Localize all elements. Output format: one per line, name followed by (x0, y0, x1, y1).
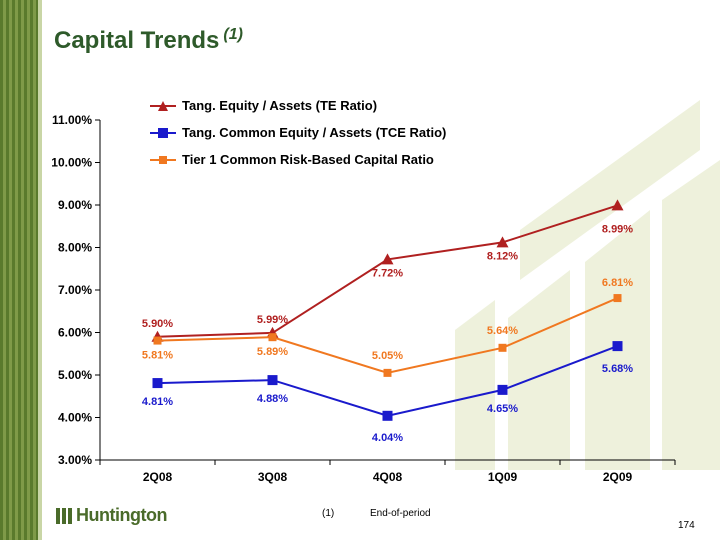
chart-series: 5.90% 5.99% 7.72% 8.12% 8.99% 4.81% 4.88% 4.04%… (142, 199, 633, 444)
y-tick-label: 6.00% (58, 326, 92, 340)
x-tick-label: 2Q09 (603, 470, 633, 484)
y-tick-label: 10.00% (51, 156, 92, 170)
data-point-square (268, 333, 277, 342)
x-tick-label: 2Q08 (143, 470, 173, 484)
data-point-square (613, 294, 622, 303)
legend-item-tce-ratio: Tang. Common Equity / Assets (TCE Ratio) (150, 124, 446, 151)
y-tick-label: 4.00% (58, 411, 92, 425)
data-label: 7.72% (372, 267, 403, 279)
data-point-square (382, 410, 393, 421)
data-label: 5.89% (257, 346, 288, 358)
sidebar-stripe (0, 0, 38, 540)
triangle-marker-icon (158, 101, 168, 111)
title-superscript: (1) (223, 26, 243, 43)
huntington-logo-icon (56, 507, 72, 524)
data-label: 4.04% (372, 432, 403, 444)
y-tick-label: 11.00% (52, 113, 92, 127)
data-label: 5.64% (487, 325, 518, 337)
legend-label: Tier 1 Common Risk-Based Capital Ratio (182, 152, 434, 167)
data-point-square (383, 368, 392, 377)
huntington-logo: Huntington (56, 505, 167, 526)
legend-label: Tang. Equity / Assets (TE Ratio) (182, 98, 378, 113)
data-point-square (612, 341, 623, 352)
page-number: 174 (678, 520, 695, 531)
legend-item-te-ratio: Tang. Equity / Assets (TE Ratio) (150, 97, 446, 124)
y-tick-label: 3.00% (58, 453, 92, 467)
data-point-square (267, 375, 278, 386)
data-point-triangle (381, 253, 394, 265)
sidebar-edge (38, 0, 42, 540)
y-tick-label: 8.00% (58, 241, 92, 255)
legend-label: Tang. Common Equity / Assets (TCE Ratio) (182, 125, 447, 140)
chart-legend: Tang. Equity / Assets (TE Ratio) Tang. C… (150, 97, 446, 178)
legend-item-tier1: Tier 1 Common Risk-Based Capital Ratio (150, 151, 446, 178)
data-label: 5.81% (142, 350, 173, 362)
data-label: 5.90% (142, 318, 173, 330)
data-point-square (497, 384, 508, 395)
data-label: 8.99% (602, 223, 633, 235)
data-point-square (152, 378, 163, 389)
data-label: 5.99% (257, 314, 288, 326)
data-label: 5.68% (602, 363, 633, 375)
x-tick-label: 4Q08 (373, 470, 403, 484)
square-marker-icon (158, 128, 168, 138)
footnote-text: End-of-period (370, 508, 431, 519)
data-label: 4.81% (142, 396, 173, 408)
footnote-number: (1) (322, 508, 335, 519)
data-point-square (498, 343, 507, 352)
data-label: 5.05% (372, 350, 403, 362)
y-tick-label: 9.00% (58, 198, 92, 212)
data-label: 4.88% (257, 393, 288, 405)
footnote: (1) End-of-period (322, 508, 431, 519)
data-point-triangle (496, 236, 509, 248)
square-small-marker-icon (159, 156, 167, 164)
data-label: 6.81% (602, 277, 633, 289)
data-point-square (153, 336, 162, 345)
x-tick-label: 3Q08 (258, 470, 288, 484)
y-tick-label: 5.00% (58, 368, 92, 382)
logo-text: Huntington (76, 505, 167, 525)
y-tick-label: 7.00% (58, 283, 92, 297)
page-title: Capital Trends (1) (54, 26, 243, 54)
chart-axes: 3.00% 4.00% 5.00% 6.00% 7.00% 8.00% 9.00% 10.00… (51, 113, 676, 484)
data-label: 4.65% (487, 403, 518, 415)
data-point-triangle (611, 199, 624, 211)
data-label: 8.12% (487, 250, 518, 262)
x-tick-label: 1Q09 (488, 470, 518, 484)
